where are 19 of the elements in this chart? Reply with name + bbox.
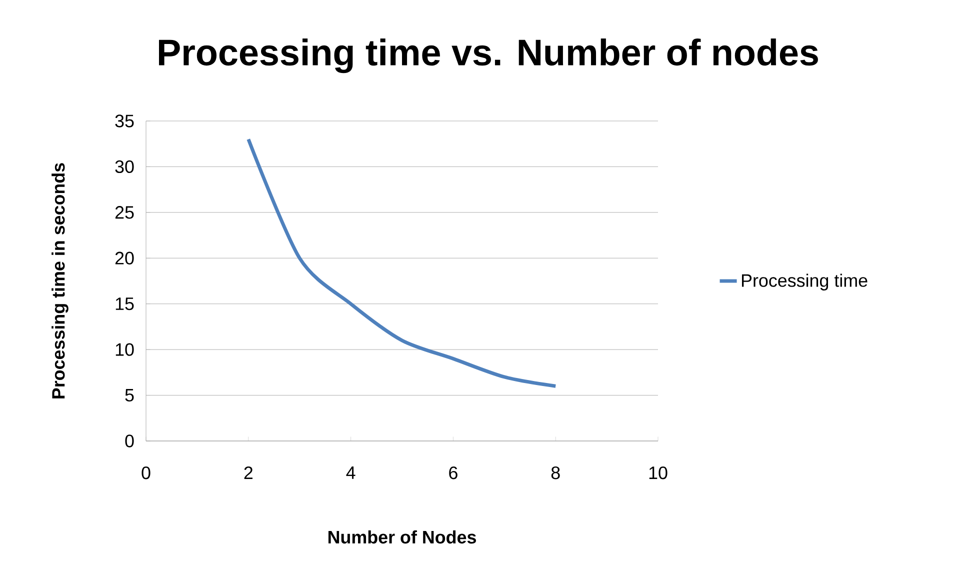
- x-tick-label: 10: [649, 466, 668, 480]
- x-tick-label: 8: [551, 466, 560, 480]
- chart-title: Processing time vs. Number of nodes: [158, 38, 818, 74]
- y-tick-label: 25: [115, 206, 134, 219]
- y-tick-label: 30: [115, 160, 134, 174]
- legend-label: Processing time: [742, 274, 868, 290]
- y-tick-label: 15: [116, 298, 134, 310]
- x-tick-label: 6: [449, 466, 458, 480]
- y-tick-label: 35: [115, 114, 134, 128]
- y-tick-label: 10: [116, 343, 134, 356]
- x-tick-label: 0: [142, 466, 150, 480]
- y-tick-label: 0: [125, 434, 134, 448]
- x-tick-label: 2: [244, 466, 252, 480]
- line-series: [246, 138, 558, 388]
- y-axis-title: Processing time in seconds: [52, 163, 68, 398]
- y-tick-label: 5: [125, 389, 134, 402]
- y-tick-label: 20: [115, 252, 134, 264]
- x-tick-label: 4: [346, 466, 356, 479]
- x-axis-title: Number of Nodes: [328, 530, 476, 544]
